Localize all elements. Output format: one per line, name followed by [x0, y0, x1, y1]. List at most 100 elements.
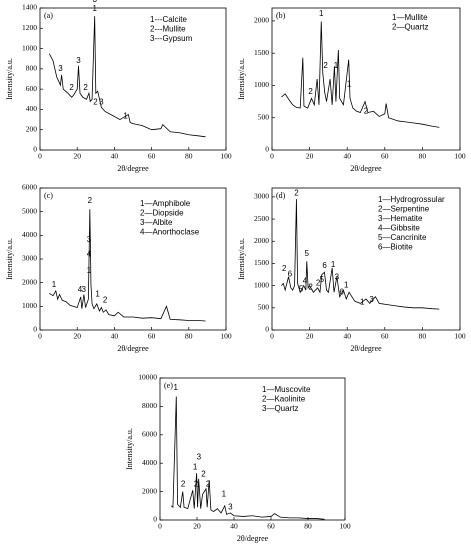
y-tick-label: 1000 — [254, 280, 269, 289]
y-tick-label: 8000 — [142, 401, 157, 410]
peak-label: 1 — [123, 112, 128, 121]
peak-label: 2 — [83, 83, 88, 92]
y-tick-label: 500 — [258, 303, 270, 312]
peak-label: 2 — [323, 61, 328, 70]
x-tick-label: 20 — [73, 332, 81, 341]
x-tick-label: 0 — [158, 522, 162, 531]
xrd-line — [281, 199, 440, 310]
plot-frame — [39, 7, 227, 151]
peak-label: 1 — [222, 490, 227, 499]
peak-label: 2 — [206, 480, 211, 489]
peak-label: 2 — [364, 106, 369, 115]
panel-label: (d) — [276, 191, 286, 200]
peak-label: 1 — [344, 281, 349, 290]
peak-label: 3 — [76, 56, 81, 65]
y-tick-label: 1000 — [22, 301, 37, 310]
plot-frame — [159, 377, 346, 521]
y-tick-label: 2000 — [22, 277, 37, 286]
legend-entry: 1—Muscovite — [262, 385, 311, 394]
peak-label: 2 — [316, 279, 321, 288]
peak-label: 3 — [58, 64, 63, 73]
peak-label: 2 — [93, 97, 98, 106]
x-tick-label: 100 — [454, 152, 466, 161]
legend-entry: 3—Albite — [140, 218, 173, 227]
x-tick-label: 60 — [267, 522, 275, 531]
y-tick-label: 1200 — [22, 23, 37, 32]
y-tick-label: 600 — [26, 84, 38, 93]
x-tick-label: 40 — [111, 332, 119, 341]
x-tick-label: 40 — [230, 522, 238, 531]
legend-entry: 2—Diopside — [140, 209, 184, 218]
x-tick-label: 80 — [304, 522, 312, 531]
plot-frame — [271, 7, 461, 151]
y-tick-label: 0 — [33, 145, 37, 154]
x-tick-label: 0 — [38, 152, 42, 161]
x-tick-label: 0 — [270, 332, 274, 341]
peak-label: 3 — [369, 295, 374, 304]
y-tick-label: 1000 — [22, 43, 37, 52]
y-tick-label: 1500 — [254, 258, 269, 267]
y-tick-label: 0 — [33, 325, 37, 334]
peak-label: 4 — [303, 276, 308, 285]
peak-label: 2 — [69, 83, 74, 92]
y-tick-label: 0 — [265, 145, 269, 154]
x-tick-label: 100 — [220, 152, 232, 161]
x-axis-label: 2θ/degree — [350, 164, 382, 173]
peak-label: 2 — [308, 283, 313, 292]
y-tick-label: 1000 — [254, 80, 269, 89]
x-tick-label: 100 — [339, 522, 351, 531]
panel-label: (e) — [164, 381, 173, 390]
peak-label: 3 — [87, 235, 92, 244]
y-tick-label: 800 — [26, 64, 38, 73]
y-tick-label: 4000 — [22, 230, 37, 239]
x-tick-label: 60 — [148, 152, 156, 161]
y-axis-label: Intensity/a.u. — [5, 58, 14, 100]
x-tick-label: 80 — [185, 332, 193, 341]
y-tick-label: 6000 — [22, 183, 37, 192]
peak-label: 3 — [197, 453, 202, 462]
peak-label: 3 — [81, 285, 86, 294]
x-tick-label: 20 — [73, 152, 81, 161]
xrd-line — [170, 396, 325, 520]
legend-entry: 1—Hydrogrossular — [378, 195, 445, 204]
x-tick-label: 60 — [381, 332, 389, 341]
legend-entry: 3—Hematite — [378, 214, 423, 223]
y-axis-label: Intensity/a.u. — [237, 58, 246, 100]
peak-label: 2 — [282, 264, 287, 273]
x-tick-label: 20 — [306, 152, 314, 161]
peak-label: 1 — [52, 280, 57, 289]
legend-entry: 5—Cancrinite — [378, 233, 427, 242]
x-tick-label: 0 — [38, 332, 42, 341]
peak-label: 1 — [360, 298, 365, 307]
y-tick-label: 500 — [258, 112, 270, 121]
x-tick-label: 20 — [306, 332, 314, 341]
xrd-line — [49, 209, 206, 322]
x-axis-label: 2θ/degree — [117, 344, 149, 353]
x-tick-label: 0 — [270, 152, 274, 161]
y-tick-label: 0 — [265, 325, 269, 334]
y-tick-label: 2000 — [254, 236, 269, 245]
legend-entry: 4—Anorthoclase — [140, 228, 200, 237]
peak-label: 1 — [173, 383, 178, 392]
legend-entry: 2---Mullite — [150, 25, 186, 34]
y-tick-label: 2000 — [142, 486, 157, 495]
peak-label: 3 — [228, 502, 233, 511]
x-axis-label: 2θ/degree — [117, 164, 149, 173]
peak-label: 4 — [87, 249, 92, 258]
peak-label: 5 — [299, 284, 304, 293]
peak-label: 1 — [95, 290, 100, 299]
peak-label: 4 — [78, 285, 83, 294]
y-tick-label: 1500 — [254, 48, 269, 57]
peak-label: 1 — [331, 260, 336, 269]
x-tick-label: 60 — [148, 332, 156, 341]
y-tick-label: 2000 — [254, 16, 269, 25]
y-tick-label: 0 — [153, 515, 157, 524]
x-tick-label: 80 — [185, 152, 193, 161]
legend-entry: 2—Serpentine — [378, 205, 430, 214]
x-tick-label: 60 — [381, 152, 389, 161]
panel-label: (b) — [276, 11, 286, 20]
peak-label: 1 — [347, 79, 352, 88]
peak-label: 2 — [201, 470, 206, 479]
x-axis-label: 2θ/degree — [237, 534, 269, 543]
